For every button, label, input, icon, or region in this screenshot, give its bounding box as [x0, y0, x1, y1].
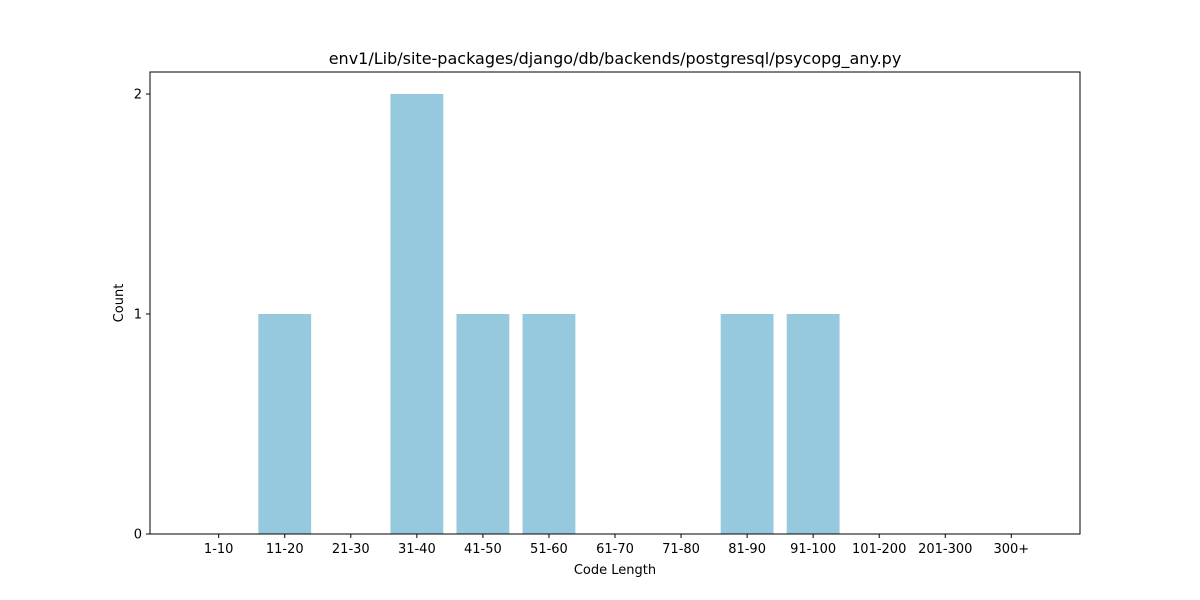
y-axis-label: Count — [112, 284, 127, 323]
x-tick-label: 201-300 — [918, 542, 972, 557]
x-tick-label: 1-10 — [204, 542, 234, 557]
x-tick-label: 81-90 — [728, 542, 766, 557]
y-tick-label: 0 — [134, 528, 142, 543]
y-tick-label: 2 — [134, 88, 142, 103]
bar-31-40 — [390, 94, 444, 534]
x-axis-label: Code Length — [574, 563, 656, 578]
bar-81-90 — [720, 314, 774, 534]
x-tick-label: 91-100 — [790, 542, 836, 557]
x-tick-label: 11-20 — [266, 542, 304, 557]
bars-layer — [258, 94, 840, 534]
x-tick-label: 31-40 — [398, 542, 436, 557]
bar-91-100 — [786, 314, 840, 534]
chart-title: env1/Lib/site-packages/django/db/backend… — [329, 49, 902, 69]
x-tick-label: 71-80 — [662, 542, 700, 557]
x-tick-label: 300+ — [993, 542, 1029, 557]
bar-11-20 — [258, 314, 312, 534]
bar-41-50 — [456, 314, 510, 534]
y-tick-label: 1 — [134, 308, 142, 323]
x-tick-label: 41-50 — [464, 542, 502, 557]
y-axis-ticks: 0 1 2 — [134, 88, 150, 543]
plot-area-frame — [149, 71, 1081, 535]
bar-51-60 — [522, 314, 576, 534]
x-tick-label: 101-200 — [852, 542, 906, 557]
x-axis-ticks: 1-10 11-20 21-30 31-40 41-50 51-60 61-70 71-80 8… — [204, 534, 1029, 557]
x-tick-label: 61-70 — [596, 542, 634, 557]
x-tick-label: 51-60 — [530, 542, 568, 557]
x-tick-label: 21-30 — [332, 542, 370, 557]
